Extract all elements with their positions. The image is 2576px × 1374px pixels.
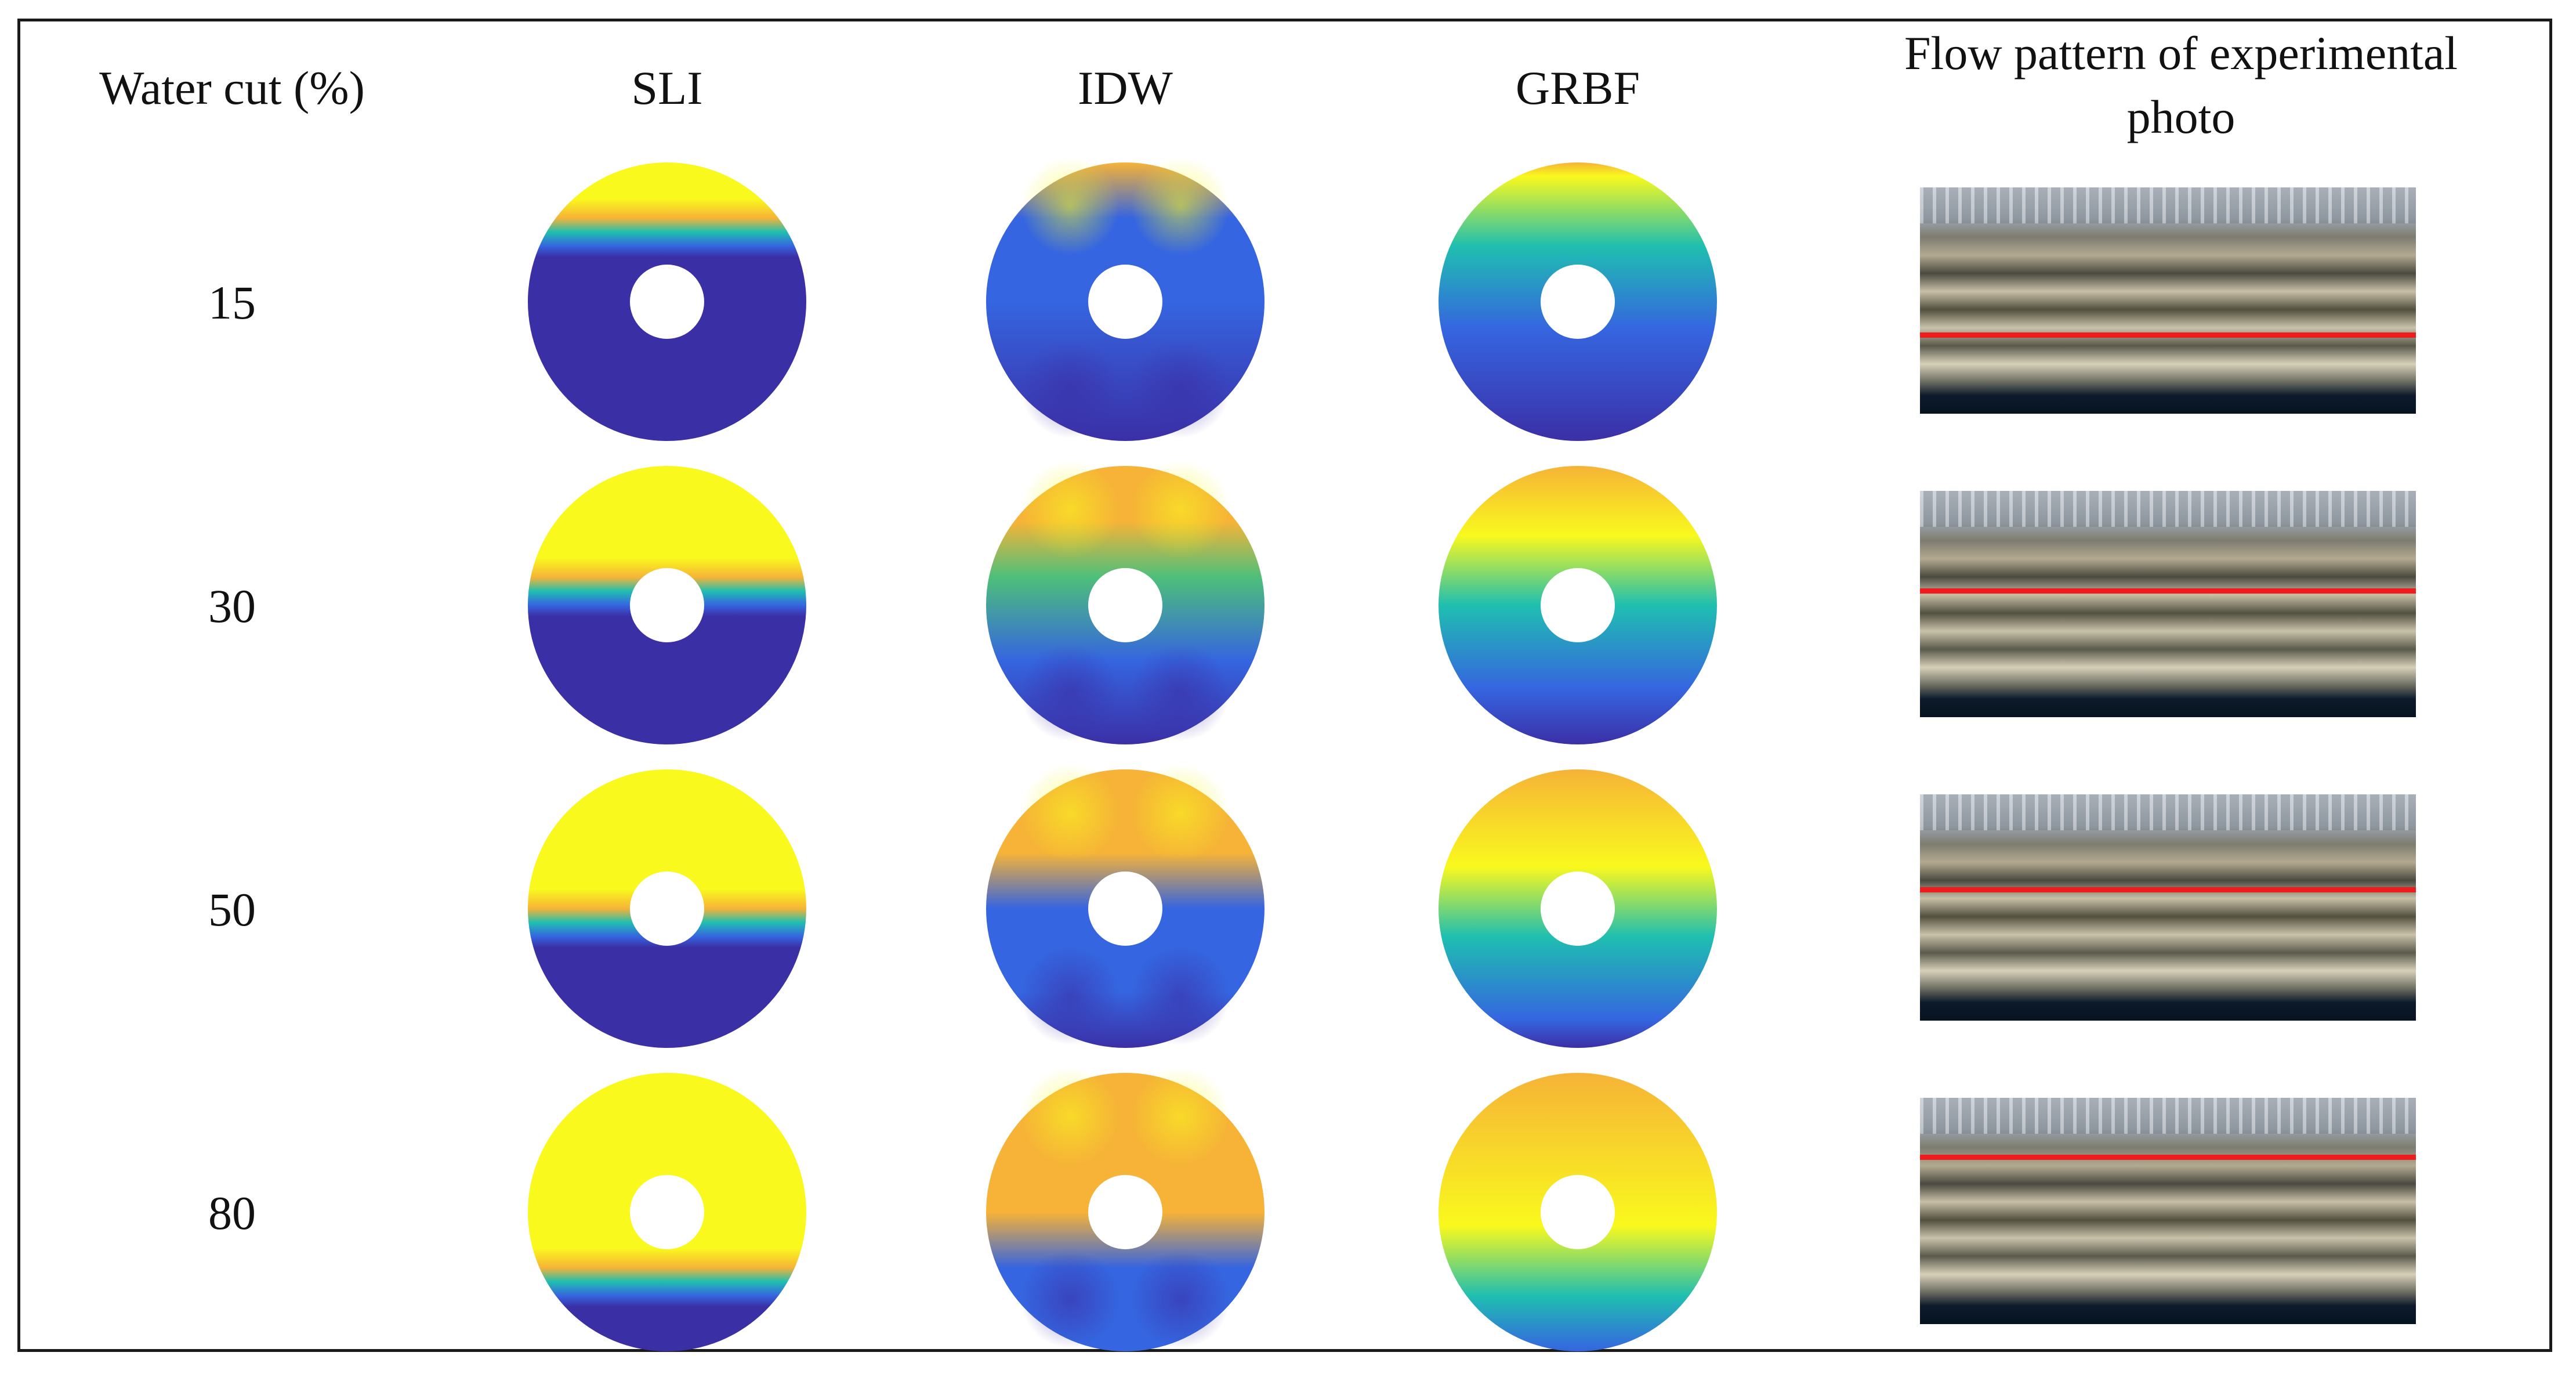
- interface-line: [1920, 887, 2416, 892]
- grbf-disc: [1439, 162, 1717, 441]
- header-idw: IDW: [1078, 62, 1173, 114]
- header-photo-line1: Flow pattern of experimental: [1904, 27, 2458, 79]
- window-blinds: [1920, 491, 2416, 527]
- idw-sensor-blob: [1021, 460, 1119, 559]
- idw-sensor-blob: [1021, 339, 1119, 438]
- disc-center-hole: [630, 265, 704, 339]
- header-photo-line2: photo: [2126, 91, 2236, 143]
- window-blinds: [1920, 187, 2416, 224]
- sli-disc: [528, 1073, 806, 1351]
- water-cut-value: 15: [208, 276, 256, 329]
- disc-center-hole: [1088, 265, 1162, 339]
- disc-center-hole: [1541, 872, 1615, 946]
- disc-center-hole: [630, 568, 704, 642]
- sli-disc: [528, 769, 806, 1048]
- interface-line: [1920, 332, 2416, 338]
- idw-sensor-blob: [1131, 1067, 1230, 1166]
- experimental-photo: [1920, 1098, 2416, 1324]
- idw-disc: [986, 460, 1265, 744]
- water-cut-value: 80: [208, 1187, 256, 1239]
- header-grbf: GRBF: [1515, 62, 1640, 114]
- disc-center-hole: [1088, 872, 1162, 946]
- window-blinds: [1920, 794, 2416, 831]
- grbf-disc: [1439, 769, 1717, 1048]
- idw-sensor-blob: [1021, 1067, 1119, 1166]
- idw-sensor-blob: [1131, 157, 1230, 255]
- idw-sensor-blob: [1131, 460, 1230, 559]
- idw-sensor-blob: [1021, 1250, 1119, 1348]
- idw-disc: [986, 1067, 1265, 1351]
- idw-sensor-blob: [1021, 946, 1119, 1045]
- idw-sensor-blob: [1021, 764, 1119, 862]
- idw-sensor-blob: [1131, 1250, 1230, 1348]
- disc-center-hole: [1541, 568, 1615, 642]
- idw-disc: [986, 157, 1265, 441]
- water-cut-value: 50: [208, 883, 256, 936]
- experimental-photo: [1920, 794, 2416, 1021]
- header-water-cut: Water cut (%): [99, 62, 365, 114]
- disc-center-hole: [1541, 1175, 1615, 1249]
- sli-disc: [528, 466, 806, 744]
- disc-center-hole: [630, 872, 704, 946]
- header-sli: SLI: [631, 62, 703, 114]
- idw-sensor-blob: [1131, 339, 1230, 438]
- sli-disc: [528, 162, 806, 441]
- experimental-photo: [1920, 187, 2416, 414]
- water-cut-value: 30: [208, 580, 256, 632]
- window-blinds: [1920, 1098, 2416, 1134]
- idw-sensor-blob: [1021, 643, 1119, 742]
- idw-disc: [986, 764, 1265, 1048]
- idw-sensor-blob: [1131, 764, 1230, 862]
- idw-sensor-blob: [1131, 946, 1230, 1045]
- idw-sensor-blob: [1131, 643, 1230, 742]
- experimental-photo: [1920, 491, 2416, 717]
- idw-sensor-blob: [1021, 157, 1119, 255]
- disc-center-hole: [1088, 1175, 1162, 1249]
- disc-center-hole: [1541, 265, 1615, 339]
- disc-center-hole: [1088, 568, 1162, 642]
- grbf-disc: [1439, 1073, 1717, 1351]
- disc-center-hole: [630, 1175, 704, 1249]
- interface-line: [1920, 588, 2416, 594]
- grbf-disc: [1439, 466, 1717, 744]
- interface-line: [1920, 1154, 2416, 1160]
